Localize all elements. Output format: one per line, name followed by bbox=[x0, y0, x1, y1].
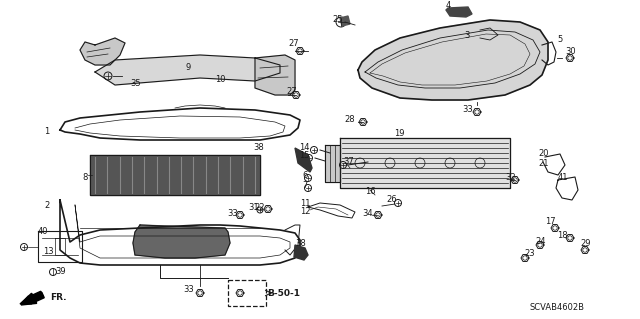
Polygon shape bbox=[90, 155, 260, 195]
Text: 38: 38 bbox=[295, 239, 306, 248]
Text: 2: 2 bbox=[44, 201, 49, 210]
Text: 7: 7 bbox=[302, 182, 307, 190]
Text: 38: 38 bbox=[253, 144, 264, 152]
Text: 9: 9 bbox=[185, 63, 190, 71]
Text: 27: 27 bbox=[286, 87, 296, 97]
Text: 14: 14 bbox=[299, 144, 310, 152]
Text: 41: 41 bbox=[558, 174, 568, 182]
Polygon shape bbox=[340, 138, 510, 188]
Text: 20: 20 bbox=[538, 149, 548, 158]
Text: 24: 24 bbox=[535, 238, 545, 247]
Polygon shape bbox=[80, 38, 125, 65]
Text: 34: 34 bbox=[362, 209, 372, 218]
Text: 26: 26 bbox=[386, 196, 397, 204]
Text: 10: 10 bbox=[215, 76, 225, 85]
Text: FR.: FR. bbox=[50, 293, 67, 302]
Text: 30: 30 bbox=[565, 48, 575, 56]
Text: 12: 12 bbox=[300, 207, 310, 217]
Polygon shape bbox=[325, 145, 340, 182]
Text: 39: 39 bbox=[55, 266, 66, 276]
Text: 15: 15 bbox=[299, 152, 310, 160]
Text: 22: 22 bbox=[254, 203, 264, 211]
Polygon shape bbox=[255, 55, 295, 95]
FancyArrow shape bbox=[20, 291, 44, 304]
Polygon shape bbox=[358, 20, 548, 100]
Text: 29: 29 bbox=[580, 240, 591, 249]
FancyArrow shape bbox=[21, 292, 44, 305]
Text: 33: 33 bbox=[183, 286, 194, 294]
Text: 19: 19 bbox=[394, 129, 404, 137]
Polygon shape bbox=[295, 148, 312, 172]
Text: 5: 5 bbox=[557, 35, 563, 44]
Text: 28: 28 bbox=[344, 115, 355, 124]
Text: 1: 1 bbox=[44, 128, 49, 137]
Text: 13: 13 bbox=[43, 248, 54, 256]
Text: 6: 6 bbox=[302, 172, 307, 181]
Text: 40: 40 bbox=[38, 226, 49, 235]
Polygon shape bbox=[294, 245, 308, 260]
Text: 31: 31 bbox=[248, 204, 259, 212]
Text: 32: 32 bbox=[505, 174, 516, 182]
Text: 17: 17 bbox=[545, 218, 556, 226]
Text: 3: 3 bbox=[464, 31, 469, 40]
Text: 11: 11 bbox=[300, 198, 310, 207]
Text: 16: 16 bbox=[365, 187, 376, 196]
Polygon shape bbox=[446, 7, 472, 17]
Text: 35: 35 bbox=[130, 78, 141, 87]
Polygon shape bbox=[95, 55, 280, 85]
Text: 18: 18 bbox=[557, 232, 568, 241]
Text: B-50-1: B-50-1 bbox=[267, 288, 300, 298]
Polygon shape bbox=[340, 16, 350, 26]
Text: 33: 33 bbox=[462, 106, 473, 115]
Text: 27: 27 bbox=[288, 40, 299, 48]
Polygon shape bbox=[133, 225, 230, 258]
Text: 23: 23 bbox=[524, 249, 534, 257]
Text: 33: 33 bbox=[227, 209, 237, 218]
Text: 37: 37 bbox=[343, 158, 354, 167]
Text: 21: 21 bbox=[538, 159, 548, 167]
Text: 25: 25 bbox=[332, 16, 342, 25]
Text: SCVAB4602B: SCVAB4602B bbox=[530, 303, 585, 313]
Text: 8: 8 bbox=[82, 174, 88, 182]
Text: 4: 4 bbox=[446, 2, 451, 11]
